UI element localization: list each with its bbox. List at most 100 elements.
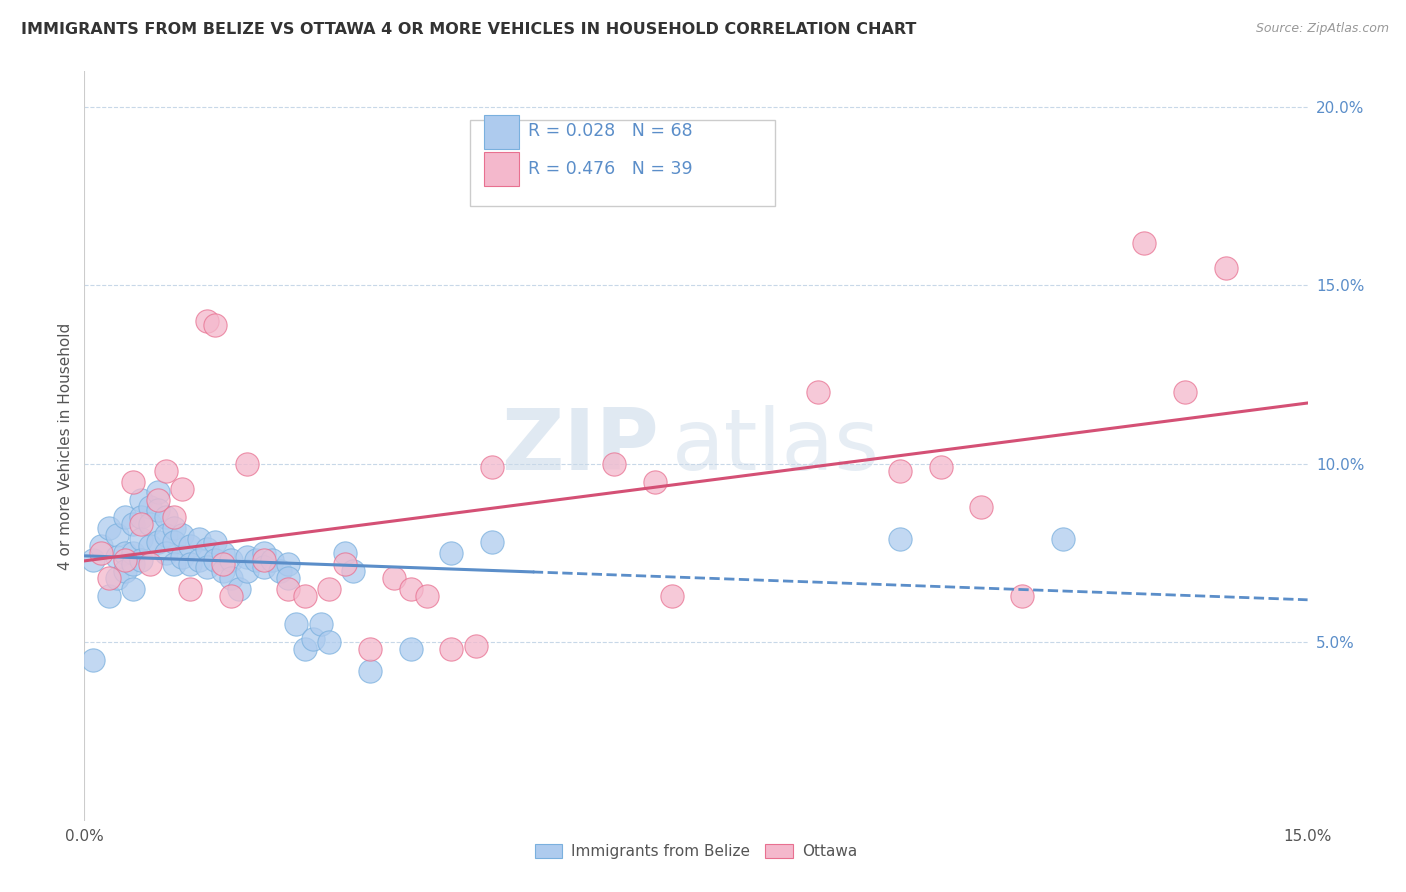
Point: [138, 557, 160, 571]
Point: [122, 517, 145, 532]
FancyBboxPatch shape: [470, 120, 776, 206]
Point: [260, 553, 283, 567]
Point: [195, 314, 218, 328]
Point: [481, 535, 503, 549]
Text: R = 0.028   N = 68: R = 0.028 N = 68: [529, 121, 693, 139]
FancyBboxPatch shape: [484, 153, 519, 186]
Point: [212, 557, 235, 571]
Point: [253, 553, 276, 567]
Point: [114, 564, 136, 578]
Point: [294, 589, 316, 603]
Point: [219, 553, 242, 567]
Point: [131, 517, 153, 532]
Point: [212, 564, 235, 578]
Point: [82, 653, 104, 667]
Point: [82, 553, 104, 567]
Point: [889, 464, 911, 478]
Text: R = 0.476   N = 39: R = 0.476 N = 39: [529, 160, 693, 178]
Point: [399, 582, 422, 596]
Point: [146, 492, 169, 507]
Point: [122, 475, 145, 489]
Point: [1052, 532, 1074, 546]
Point: [219, 571, 242, 585]
Point: [382, 571, 405, 585]
Point: [146, 485, 169, 500]
Point: [277, 582, 299, 596]
Point: [277, 571, 299, 585]
Point: [228, 582, 250, 596]
Point: [105, 571, 128, 585]
Point: [309, 617, 332, 632]
Point: [219, 589, 242, 603]
Point: [253, 560, 276, 574]
Point: [335, 546, 357, 560]
Point: [172, 482, 194, 496]
Point: [603, 457, 626, 471]
Point: [195, 560, 218, 574]
Point: [644, 475, 666, 489]
Point: [155, 464, 177, 478]
Point: [236, 564, 259, 578]
Point: [1011, 589, 1033, 603]
Point: [204, 553, 226, 567]
Point: [114, 546, 136, 560]
Point: [269, 564, 291, 578]
Point: [163, 521, 186, 535]
Point: [114, 510, 136, 524]
Point: [90, 539, 112, 553]
Point: [97, 571, 120, 585]
Point: [163, 535, 186, 549]
Point: [277, 557, 299, 571]
Point: [138, 517, 160, 532]
Point: [131, 532, 153, 546]
Point: [970, 500, 993, 514]
Point: [131, 510, 153, 524]
Point: [146, 535, 169, 549]
Text: IMMIGRANTS FROM BELIZE VS OTTAWA 4 OR MORE VEHICLES IN HOUSEHOLD CORRELATION CHA: IMMIGRANTS FROM BELIZE VS OTTAWA 4 OR MO…: [21, 22, 917, 37]
Point: [416, 589, 439, 603]
Point: [187, 553, 209, 567]
Point: [105, 549, 128, 564]
Point: [236, 457, 259, 471]
Point: [122, 546, 145, 560]
Point: [155, 546, 177, 560]
Point: [122, 582, 145, 596]
Point: [97, 589, 120, 603]
Point: [114, 553, 136, 567]
Point: [131, 492, 153, 507]
Point: [122, 557, 145, 571]
Point: [335, 557, 357, 571]
Point: [172, 528, 194, 542]
FancyBboxPatch shape: [484, 115, 519, 149]
Point: [440, 546, 463, 560]
Point: [204, 535, 226, 549]
Point: [212, 546, 235, 560]
Text: Source: ZipAtlas.com: Source: ZipAtlas.com: [1256, 22, 1389, 36]
Legend: Immigrants from Belize, Ottawa: Immigrants from Belize, Ottawa: [529, 838, 863, 865]
Point: [807, 385, 830, 400]
Point: [1133, 235, 1156, 250]
Point: [179, 557, 201, 571]
Point: [97, 521, 120, 535]
Point: [253, 546, 276, 560]
Point: [236, 549, 259, 564]
Point: [929, 460, 952, 475]
Point: [464, 639, 486, 653]
Point: [105, 528, 128, 542]
Point: [146, 503, 169, 517]
Point: [90, 546, 112, 560]
Point: [440, 642, 463, 657]
Point: [301, 632, 323, 646]
Point: [155, 510, 177, 524]
Point: [661, 589, 683, 603]
Point: [187, 532, 209, 546]
Point: [481, 460, 503, 475]
Point: [889, 532, 911, 546]
Text: atlas: atlas: [672, 404, 880, 488]
Point: [399, 642, 422, 657]
Text: ZIP: ZIP: [502, 404, 659, 488]
Point: [138, 539, 160, 553]
Y-axis label: 4 or more Vehicles in Household: 4 or more Vehicles in Household: [58, 322, 73, 570]
Point: [1215, 260, 1237, 275]
Point: [195, 542, 218, 557]
